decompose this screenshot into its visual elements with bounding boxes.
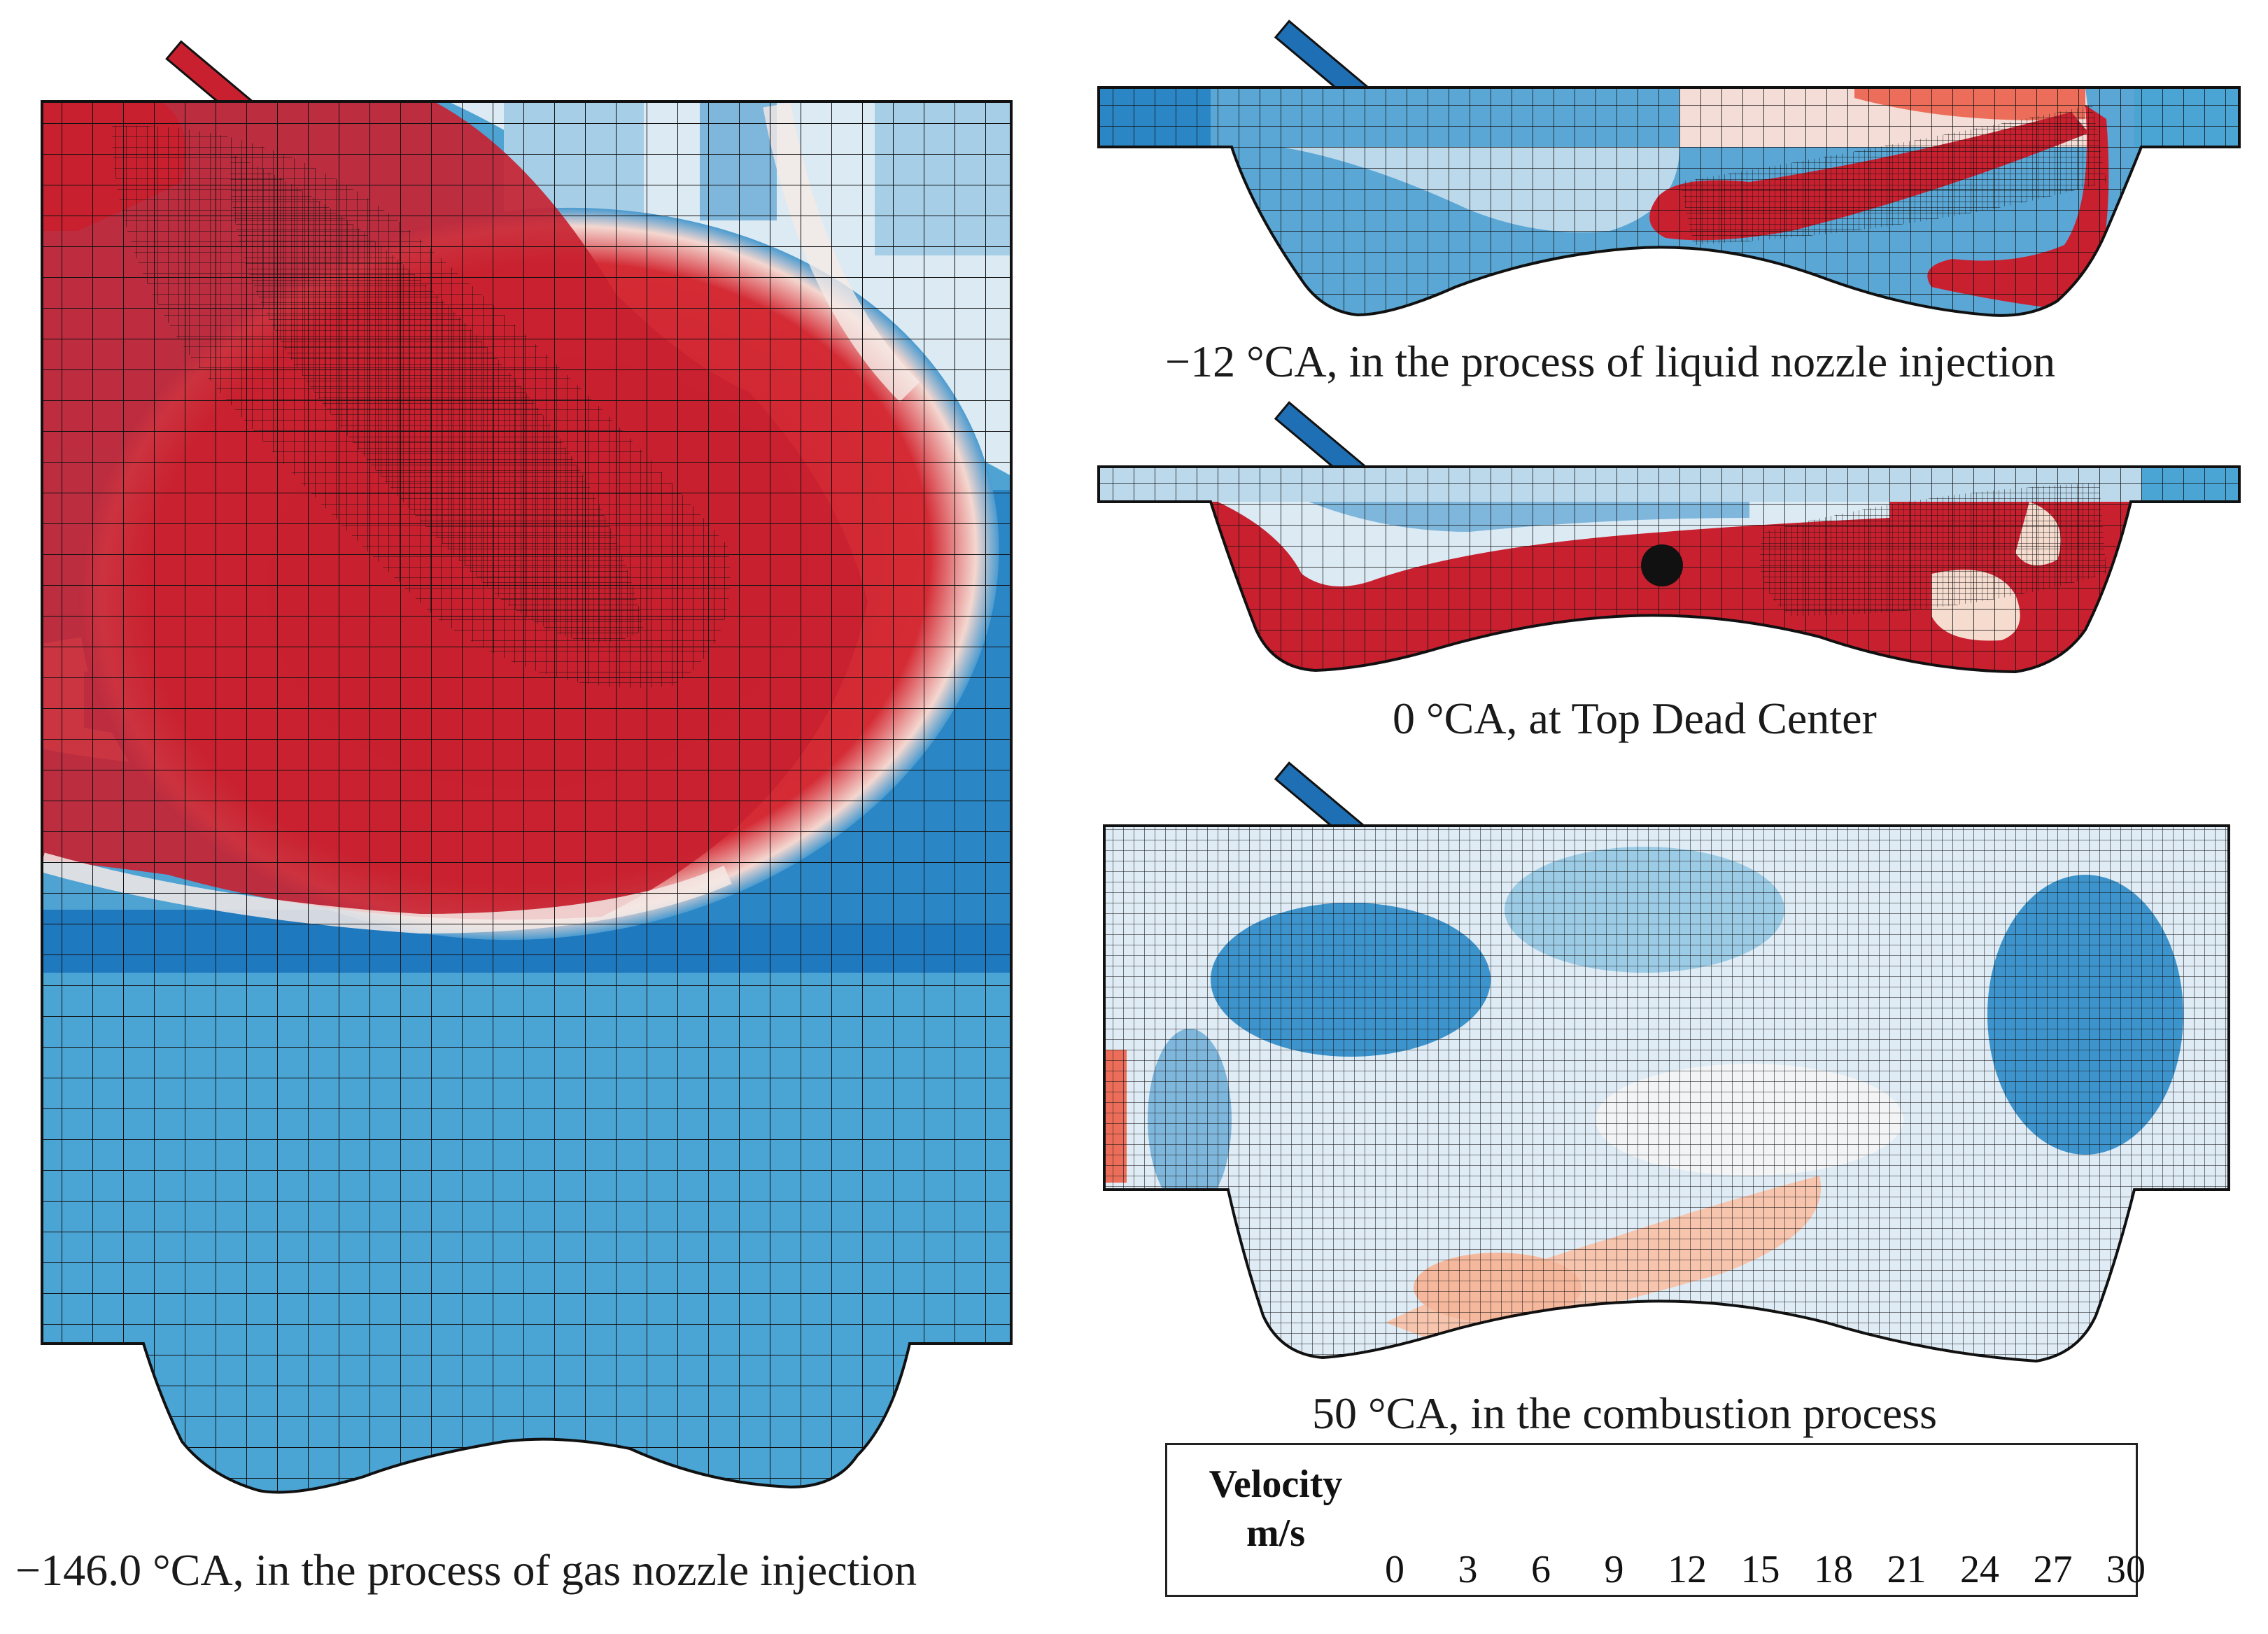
legend-tick-label: 24 [1960, 1548, 1999, 1591]
legend-tick-label: 21 [1887, 1548, 1927, 1591]
legend-title-units: m/s [1246, 1512, 1305, 1555]
spark-kernel-marker [1641, 544, 1683, 586]
gas-chamber-outline [41, 100, 1013, 1494]
legend-tick-label: 15 [1740, 1548, 1780, 1591]
panel-liquid-injection [1097, 20, 2241, 317]
liquid-chamber-outline [1097, 86, 2241, 317]
panel-top-dead-center [1097, 401, 2241, 674]
legend-tick-label: 12 [1668, 1548, 1707, 1591]
combustion-chamber-outline [1103, 824, 2230, 1363]
legend-title-velocity: Velocity [1209, 1463, 1343, 1506]
panel-gas-injection [41, 40, 1013, 1494]
legend-tick-label: 6 [1531, 1548, 1551, 1591]
legend-tick-label: 9 [1604, 1548, 1624, 1591]
caption-top-dead-center: 0 °CA, at Top Dead Center [1393, 693, 1877, 743]
tdc-chamber-outline [1097, 465, 2241, 674]
caption-gas-injection: −146.0 °CA, in the process of gas nozzle… [15, 1545, 917, 1595]
caption-liquid-injection: −12 °CA, in the process of liquid nozzle… [1165, 337, 2056, 386]
legend-tick-label: 30 [2106, 1548, 2146, 1591]
legend-tick-label: 27 [2033, 1548, 2073, 1591]
legend-tick-label: 3 [1458, 1548, 1478, 1591]
velocity-legend: Velocity m/s 0 3 6 9 12 15 18 21 24 27 30 [1165, 1443, 2146, 1597]
legend-tick-label: 0 [1385, 1548, 1404, 1591]
legend-tick-label: 18 [1814, 1548, 1853, 1591]
panel-combustion [1103, 761, 2230, 1363]
caption-combustion: 50 °CA, in the combustion process [1312, 1388, 1938, 1438]
